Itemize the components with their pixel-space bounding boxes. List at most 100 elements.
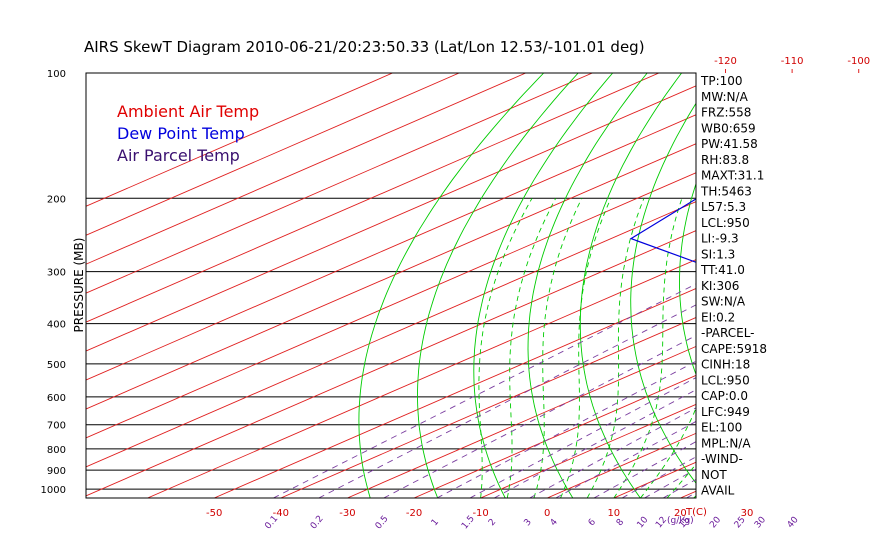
index-item: FRZ:558 [701, 106, 751, 120]
moist-adiabat--10 [478, 198, 533, 498]
index-item: RH:83.8 [701, 153, 749, 167]
index-item: TT:41.0 [700, 263, 745, 277]
pressure-tick-200: 200 [47, 194, 66, 205]
moist-adiabat-34 [774, 198, 870, 498]
dry-adiabat--20 [417, 73, 579, 498]
index-item: SW:N/A [701, 295, 746, 309]
plot-frame [85, 72, 697, 499]
profiles [629, 73, 870, 489]
pressure-tick-1000: 1000 [41, 485, 66, 496]
isotherm--30 [347, 345, 696, 498]
mixing-label-8: 6 [587, 517, 599, 528]
moist-adiabat-2 [560, 198, 612, 498]
dry-adiabat--30 [358, 73, 545, 498]
index-item: -PARCEL- [701, 326, 755, 340]
pressure-tick-800: 800 [47, 445, 66, 456]
isotherm--90 [86, 172, 696, 439]
mixing-label-13: 20 [708, 515, 723, 530]
moist-adiabat-42 [827, 198, 870, 498]
mixing-line-2 [383, 334, 696, 498]
bottom-tick--50: -50 [206, 508, 222, 519]
mixing-label-7: 4 [549, 517, 561, 528]
mixing-label-9: 8 [615, 517, 627, 528]
index-item: SI:1.3 [701, 247, 735, 261]
dry-adiabat-0 [527, 73, 648, 498]
mixing-unit-label: (g/kg) [667, 516, 694, 526]
mixing-line-16 [795, 198, 870, 498]
isotherm--70 [86, 230, 696, 497]
index-item: LFC:949 [701, 405, 750, 419]
isotherm--170 [86, 73, 393, 207]
mixing-label-15: 30 [753, 515, 768, 530]
pressure-tick-300: 300 [47, 268, 66, 279]
bottom-tick-0: 0 [544, 508, 550, 519]
series-dew-point [629, 198, 696, 263]
series-ambient-temp [750, 73, 870, 489]
mixing-label-5: 2 [487, 517, 498, 528]
legend-ambient-temp: Ambient Air Temp [117, 102, 259, 121]
x-axis-label: T(C) [685, 507, 707, 518]
index-item: PW:41.58 [701, 137, 758, 151]
pressure-tick-900: 900 [47, 466, 66, 477]
isotherm--40 [280, 316, 696, 498]
isotherm-40 [814, 73, 870, 498]
dry-adiabat--10 [473, 73, 614, 498]
moist-adiabat-10 [613, 198, 683, 498]
legend: Ambient Air Temp Dew Point Temp Air Parc… [117, 102, 259, 165]
isotherm--150 [86, 73, 526, 265]
dry-adiabat-10 [579, 73, 682, 498]
bottom-tick-30: 30 [741, 508, 754, 519]
legend-dew-point: Dew Point Temp [117, 124, 245, 143]
index-item: CINH:18 [701, 358, 750, 372]
pressure-tick-700: 700 [47, 421, 66, 432]
y-axis-label: PRESSURE (MB) [72, 238, 86, 333]
isotherm--140 [86, 73, 593, 294]
index-item: MAXT:31.1 [701, 169, 764, 183]
pressure-tick-400: 400 [47, 320, 66, 331]
legend-parcel-temp: Air Parcel Temp [117, 146, 240, 165]
mixing-label-1: 0.2 [309, 514, 326, 531]
mixing-line-7 [555, 420, 696, 498]
isotherm--110 [86, 114, 696, 381]
index-item: MPL:N/A [701, 436, 751, 450]
index-item: L57:5.3 [701, 200, 746, 214]
moist-adiabat--6 [506, 198, 557, 498]
mixing-line-6 [529, 407, 696, 498]
index-item: MW:N/A [701, 90, 749, 104]
bottom-tick--30: -30 [339, 508, 355, 519]
isotherm--10 [480, 403, 696, 498]
bottom-tick--40: -40 [273, 508, 289, 519]
index-item: EL:100 [701, 421, 742, 435]
top-tick--100: -100 [847, 56, 870, 67]
moist-adiabat-38 [800, 198, 870, 498]
mixing-label-10: 10 [635, 515, 650, 530]
isotherm--50 [214, 288, 696, 498]
mixing-label-6: 3 [523, 517, 534, 528]
index-item: CAPE:5918 [701, 342, 767, 356]
index-item: LI:-9.3 [701, 232, 739, 246]
diagram-grid [86, 73, 870, 498]
isotherm--120 [86, 85, 696, 352]
mixing-line-8 [593, 441, 696, 498]
mixing-line-15 [762, 198, 870, 498]
index-item: TH:5463 [700, 184, 752, 198]
pressure-tick-600: 600 [47, 393, 66, 404]
bottom-tick--10: -10 [472, 508, 488, 519]
isotherm--160 [86, 73, 460, 236]
pressure-tick-500: 500 [47, 360, 66, 371]
isotherm--20 [413, 374, 696, 498]
index-item: AVAIL [701, 484, 735, 498]
isotherm--60 [147, 259, 696, 498]
top-tick--120: -120 [714, 56, 737, 67]
index-item: LCL:950 [701, 373, 750, 387]
top-tick--110: -110 [781, 56, 804, 67]
isotherm-30 [747, 73, 870, 498]
dry-adiabat-70 [860, 73, 870, 498]
dry-adiabat-30 [679, 182, 696, 376]
index-item: KI:306 [701, 279, 739, 293]
bottom-tick-10: 10 [607, 508, 620, 519]
moist-adiabat-6 [586, 198, 645, 498]
pressure-tick-100: 100 [47, 69, 66, 80]
